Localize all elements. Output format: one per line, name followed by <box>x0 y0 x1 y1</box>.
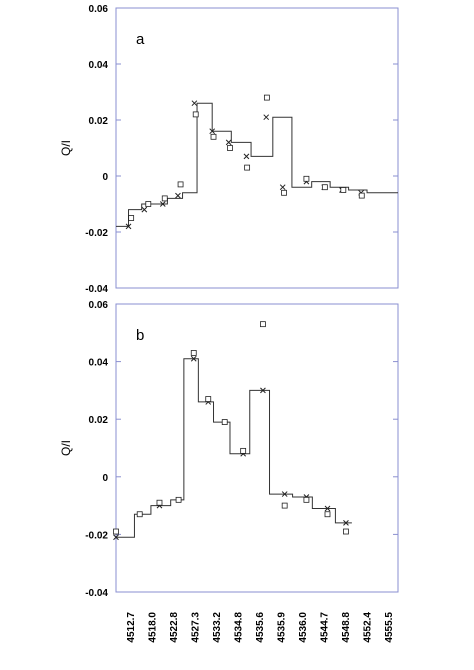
x-marker <box>113 534 119 541</box>
square-marker <box>263 94 270 101</box>
x-marker <box>279 184 286 191</box>
x-marker <box>191 100 198 107</box>
x-category-label: 4535.6 <box>255 612 266 643</box>
y-ticks-b <box>116 303 398 593</box>
y-tick-label: 0 <box>102 473 108 484</box>
square-marker <box>190 350 197 356</box>
x-marker <box>141 206 148 213</box>
y-tick-label: 0.02 <box>89 116 109 127</box>
x-marker <box>260 387 266 394</box>
square-marker <box>205 396 212 402</box>
y-tick-labels-a: -0.04 -0.02 0 0.02 0.04 0.06 <box>85 4 108 295</box>
x-marker <box>209 128 216 135</box>
y-ticks-a <box>116 7 398 289</box>
square-marker <box>128 215 135 221</box>
x-category-label: 4533.2 <box>212 612 223 643</box>
square-marker <box>281 502 288 509</box>
square-marker <box>260 321 266 328</box>
x-marker <box>190 355 197 362</box>
y-tick-label: -0.04 <box>85 588 108 599</box>
square-marker <box>192 111 199 118</box>
x-category-label: 4512.7 <box>126 612 137 643</box>
x-category-label: 4544.7 <box>320 612 331 643</box>
x-category-label: 4522.8 <box>169 612 180 643</box>
x-tick-labels-b: 4512.7 4518.0 4522.8 4527.3 4533.2 4534.8 4535… <box>126 612 395 643</box>
step-line-b <box>116 358 352 538</box>
x-category-label: 4535.9 <box>277 612 288 643</box>
y-tick-label: 0.02 <box>89 415 109 426</box>
square-marker <box>324 511 331 518</box>
x-marker <box>281 491 288 497</box>
square-marker <box>136 511 143 518</box>
markers-a <box>125 94 365 230</box>
square-marker <box>321 184 328 191</box>
y-tick-label: 0.04 <box>89 60 109 71</box>
square-marker <box>177 181 184 188</box>
square-marker <box>161 195 168 202</box>
plot-frame-a <box>115 7 399 289</box>
square-marker <box>221 419 228 425</box>
y-tick-label: 0.06 <box>89 300 109 311</box>
square-marker <box>244 164 251 171</box>
panel-b: -0.04 -0.02 0 0.02 0.04 0.06 Q/I b 4512.7 4518… <box>59 300 399 643</box>
y-tick-label: -0.02 <box>85 530 108 541</box>
panel-label-a: a <box>136 31 145 48</box>
x-marker <box>159 201 166 207</box>
x-category-label: 4548.8 <box>341 612 352 643</box>
x-marker <box>324 505 331 512</box>
x-marker <box>243 153 250 160</box>
panel-a: -0.04 -0.02 0 0.02 0.04 0.06 Q/I a <box>59 4 399 295</box>
x-marker <box>343 520 349 526</box>
y-tick-label: -0.02 <box>85 228 108 239</box>
square-marker <box>340 187 347 193</box>
plot-frame-b <box>115 303 399 593</box>
x-category-label: 4534.8 <box>234 612 245 643</box>
square-marker <box>303 175 310 182</box>
square-marker <box>281 189 287 196</box>
square-marker <box>227 145 233 151</box>
square-marker <box>156 499 163 506</box>
x-category-label: 4527.3 <box>191 612 202 643</box>
x-category-label: 4536.0 <box>298 612 309 643</box>
square-marker <box>358 192 365 199</box>
x-category-label: 4518.0 <box>148 612 159 643</box>
y-tick-label: -0.04 <box>85 284 108 295</box>
square-marker <box>175 496 182 503</box>
x-marker <box>225 139 232 146</box>
square-marker <box>303 496 310 503</box>
x-marker <box>263 114 270 121</box>
square-marker <box>113 528 119 535</box>
x-marker <box>125 223 132 230</box>
square-marker <box>210 133 217 140</box>
x-category-label: 4555.5 <box>384 612 395 643</box>
x-marker <box>175 192 181 199</box>
x-category-label: 4552.4 <box>363 612 374 643</box>
square-marker <box>240 447 247 454</box>
square-marker <box>145 201 152 207</box>
y-axis-title-b: Q/I <box>59 440 73 456</box>
y-axis-title-a: Q/I <box>59 140 73 156</box>
y-tick-label: 0 <box>102 172 108 183</box>
panel-label-b: b <box>136 327 144 344</box>
step-line-a <box>116 102 398 227</box>
y-tick-labels-b: -0.04 -0.02 0 0.02 0.04 0.06 <box>85 300 108 599</box>
y-tick-label: 0.06 <box>89 4 109 15</box>
markers-b <box>113 321 349 541</box>
y-tick-label: 0.04 <box>89 358 109 369</box>
square-marker <box>343 528 349 535</box>
